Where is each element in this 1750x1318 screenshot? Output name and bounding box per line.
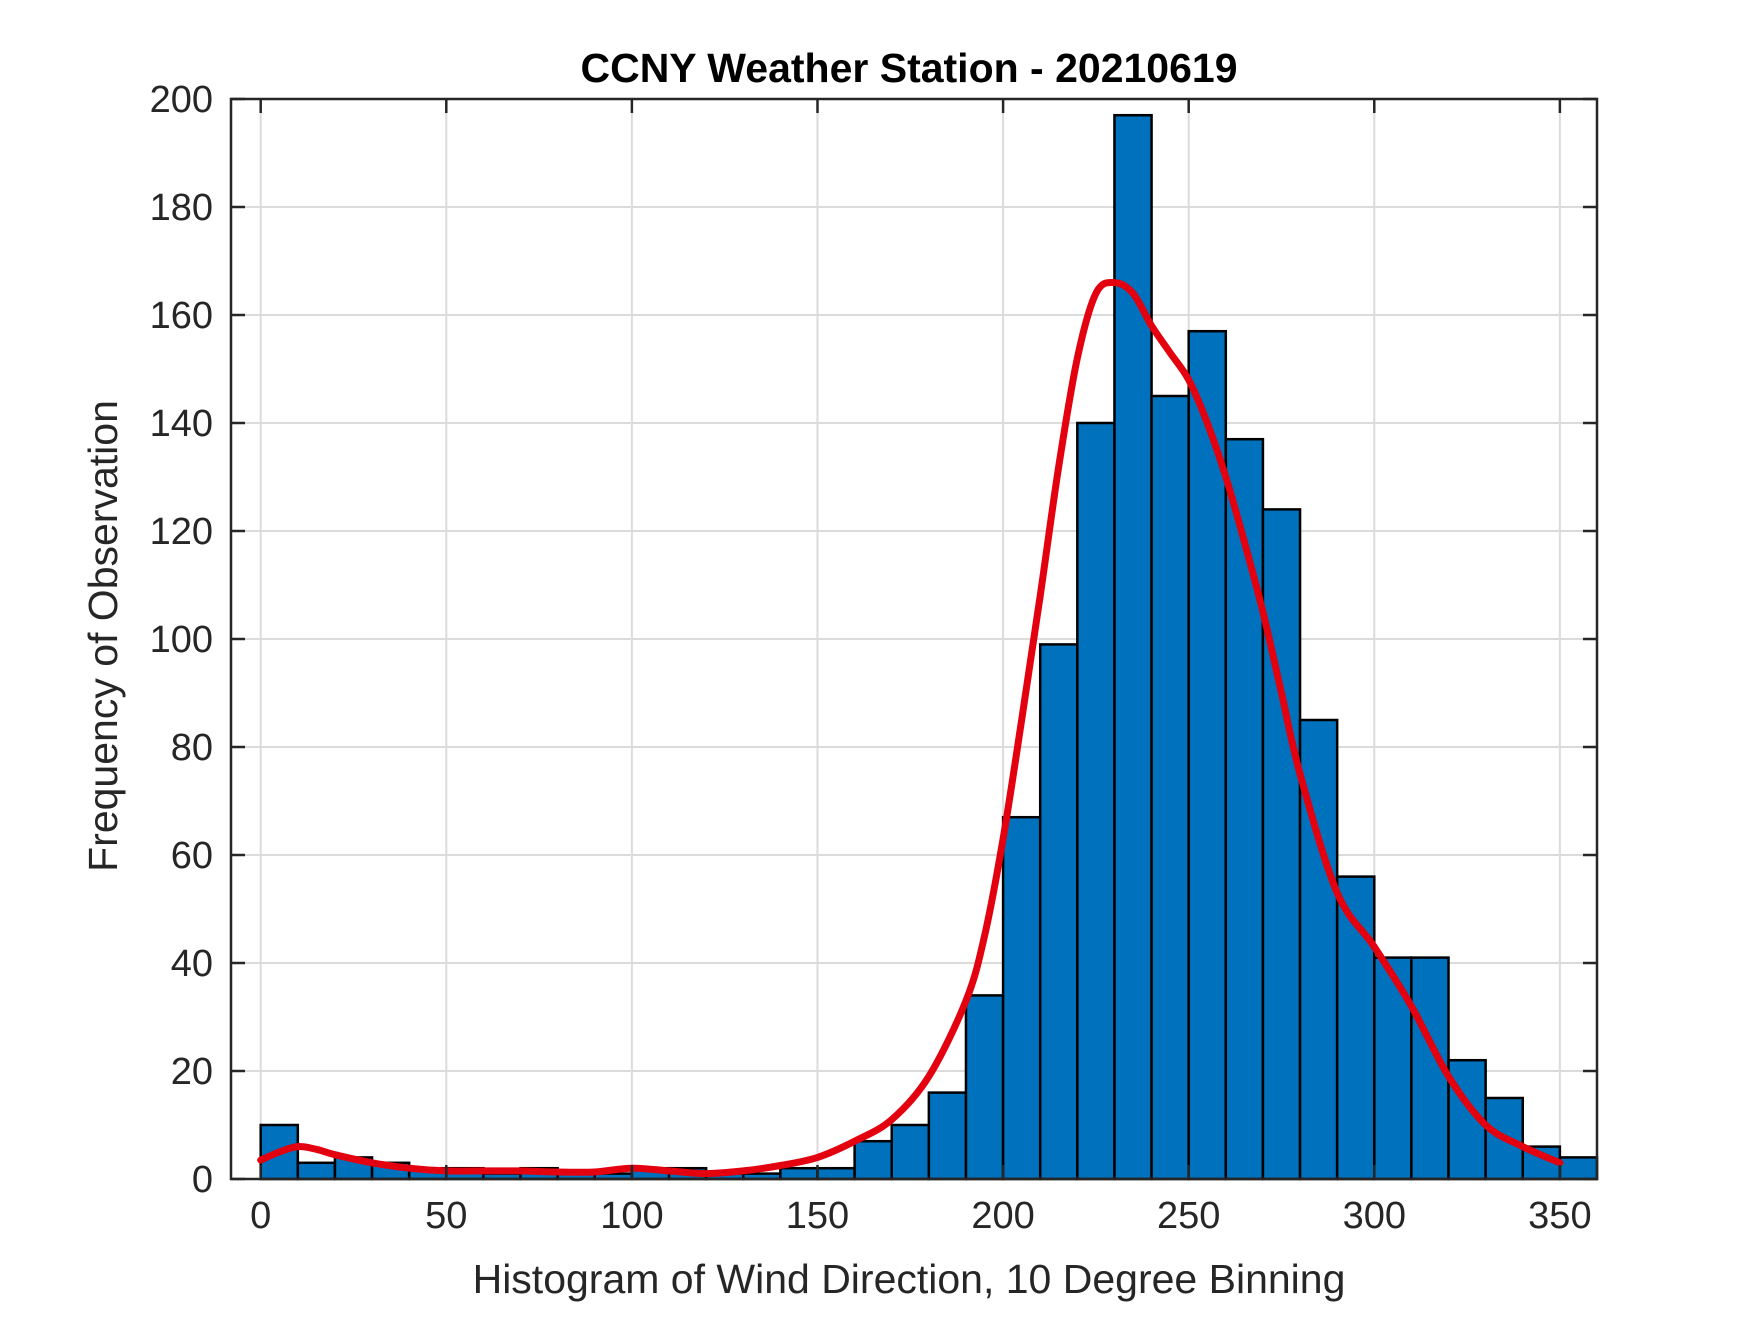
x-tick-label: 200 [971, 1195, 1034, 1237]
y-tick-label: 20 [171, 1051, 213, 1093]
x-tick-label: 250 [1157, 1195, 1220, 1237]
histogram-bar [1113, 113, 1153, 1181]
y-tick-label: 180 [150, 187, 213, 229]
y-tick-label: 60 [171, 835, 213, 877]
histogram-bar [1150, 394, 1190, 1181]
histogram-bar [1001, 815, 1042, 1181]
y-tick-label: 100 [150, 619, 213, 661]
histogram-bar [296, 1161, 337, 1181]
fit-curve-layer [257, 279, 1564, 1178]
histogram-bar [853, 1139, 893, 1181]
histogram-bar [1187, 329, 1228, 1181]
histogram-bar [1558, 1156, 1599, 1181]
x-tick-label: 150 [786, 1195, 849, 1237]
y-tick-label: 0 [192, 1159, 213, 1201]
histogram-bar [964, 994, 1005, 1181]
chart-title: CCNY Weather Station - 20210619 [580, 45, 1237, 91]
y-tick-label: 120 [150, 511, 213, 553]
x-tick-label: 0 [250, 1195, 271, 1237]
histogram-bar [1076, 421, 1116, 1181]
y-tick-label: 80 [171, 727, 213, 769]
histogram-bar [1261, 508, 1302, 1181]
y-tick-label: 200 [150, 79, 213, 121]
x-tick-label: 300 [1343, 1195, 1406, 1237]
x-tick-label: 350 [1528, 1195, 1591, 1237]
histogram-bar [816, 1166, 856, 1181]
x-axis-label: Histogram of Wind Direction, 10 Degree B… [473, 1256, 1346, 1302]
axis-ticks: 0 50 100 150 200 250 300 350 0 20 40 60 80 100 120 140 1… [150, 79, 1597, 1237]
y-axis-label: Frequency of Observation [80, 400, 126, 872]
y-tick-label: 160 [150, 295, 213, 337]
histogram-bar [779, 1166, 819, 1181]
y-tick-label: 140 [150, 403, 213, 445]
histogram-bar [1038, 643, 1079, 1181]
x-tick-label: 50 [425, 1195, 467, 1237]
x-tick-label: 100 [600, 1195, 663, 1237]
histogram-bar [927, 1091, 968, 1181]
histogram-bars [259, 113, 1599, 1181]
y-tick-label: 40 [171, 943, 213, 985]
histogram-bar [890, 1123, 931, 1181]
fit-curve-line [257, 279, 1564, 1178]
